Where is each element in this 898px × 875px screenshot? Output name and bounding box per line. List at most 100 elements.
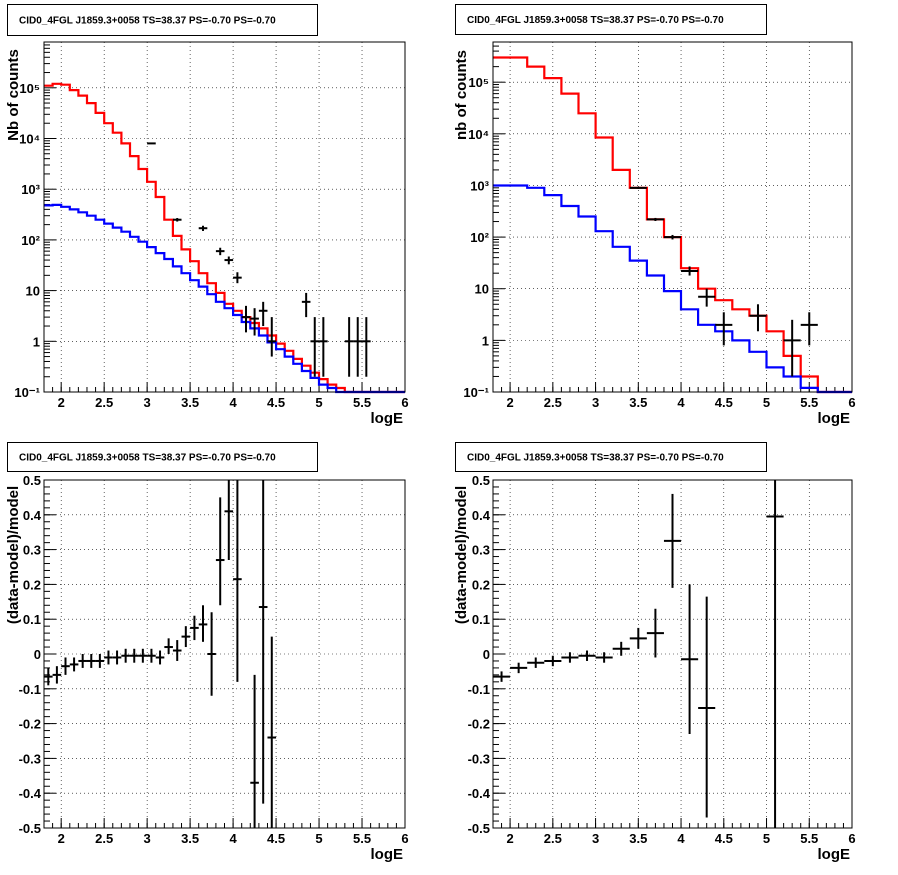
y-tick-label: 0 — [34, 647, 41, 662]
y-tick-label: -0.3 — [468, 751, 490, 766]
data-point — [646, 608, 664, 658]
x-tick-label: 3 — [592, 831, 599, 846]
x-tick-label: 4 — [229, 831, 237, 846]
x-tick-label: 6 — [401, 395, 408, 410]
chart-title-box — [7, 4, 318, 36]
x-tick-label: 4.5 — [267, 831, 285, 846]
data-point — [207, 612, 216, 696]
x-tick-label: 3 — [144, 395, 151, 410]
y-tick-label: 0.1 — [472, 612, 490, 627]
data-point — [250, 308, 259, 336]
data-point — [493, 671, 511, 682]
chart-panel-1: CID0_4FGL J1859.3+0058 TS=38.37 PS=-0.70… — [5, 4, 409, 427]
data-point — [147, 648, 156, 663]
data-point — [527, 657, 545, 668]
data-point — [233, 272, 242, 284]
y-axis-label: Nb of counts — [5, 49, 22, 141]
y-tick-label: -0.5 — [468, 821, 490, 836]
y-tick-label: 1 — [482, 333, 489, 348]
data-point — [715, 312, 733, 346]
chart-panel-3: CID0_4FGL J1859.3+0058 TS=38.37 PS=-0.70… — [5, 442, 409, 863]
y-tick-label: 0.1 — [23, 612, 41, 627]
chart-panel-2: CID0_4FGL J1859.3+0058 TS=38.37 PS=-0.70… — [453, 4, 856, 427]
y-tick-label: 0.5 — [23, 473, 41, 488]
data-point — [267, 636, 277, 828]
data-point — [147, 142, 156, 145]
x-tick-label: 2 — [506, 395, 513, 410]
x-tick-label: 5.5 — [800, 395, 818, 410]
x-tick-label: 5 — [315, 831, 322, 846]
y-tick-label: 0 — [483, 647, 490, 662]
x-tick-label: 2.5 — [544, 395, 562, 410]
y-tick-label: 10⁵ — [468, 75, 489, 90]
y-tick-label: 10⁻¹ — [463, 385, 489, 400]
data-point — [138, 648, 148, 663]
x-tick-label: 6 — [848, 831, 855, 846]
x-axis-label: logE — [371, 410, 404, 427]
x-tick-label: 6 — [401, 831, 408, 846]
chart-title: CID0_4FGL J1859.3+0058 TS=38.37 PS=-0.70… — [467, 15, 724, 26]
y-axis-label: (data-model)/model — [453, 486, 470, 624]
y-tick-label: -0.2 — [19, 717, 41, 732]
data-point — [155, 650, 165, 665]
y-tick-label: 10³ — [470, 178, 489, 193]
data-point — [198, 605, 208, 642]
data-point — [215, 497, 225, 606]
data-point — [250, 674, 259, 828]
data-point — [224, 256, 234, 265]
x-tick-label: 4 — [229, 395, 237, 410]
plot-frame — [492, 41, 853, 393]
x-tick-label: 4.5 — [267, 395, 285, 410]
chart-title-box — [455, 4, 767, 35]
data-point — [190, 615, 199, 641]
data-point — [612, 641, 630, 656]
y-tick-label: 10⁴ — [468, 127, 489, 142]
x-tick-label: 2 — [58, 395, 65, 410]
data-point — [121, 648, 130, 663]
x-axis-label: logE — [371, 846, 404, 863]
data-point — [783, 319, 801, 377]
data-point — [362, 317, 371, 377]
chart-title: CID0_4FGL J1859.3+0058 TS=38.37 PS=-0.70… — [19, 16, 276, 27]
data-point — [301, 292, 311, 318]
y-tick-label: 10² — [470, 230, 489, 245]
data-point — [766, 480, 784, 828]
data-point — [344, 317, 354, 377]
data-point — [104, 650, 113, 665]
y-tick-label: -0.2 — [468, 717, 490, 732]
data-point — [800, 312, 818, 346]
y-tick-label: 10 — [26, 284, 40, 299]
data-point — [52, 666, 62, 684]
y-tick-label: 0.5 — [472, 473, 490, 488]
data-point — [698, 288, 716, 307]
x-tick-label: 5 — [763, 831, 770, 846]
x-tick-label: 3.5 — [629, 395, 647, 410]
y-tick-label: -0.1 — [19, 682, 41, 697]
y-tick-label: 0.2 — [472, 577, 490, 592]
x-tick-label: 3.5 — [629, 831, 647, 846]
data-point — [629, 186, 647, 189]
x-tick-label: 3.5 — [181, 831, 199, 846]
data-point — [267, 317, 277, 357]
y-tick-label: 0.3 — [23, 543, 41, 558]
data-point — [319, 317, 328, 377]
x-tick-label: 5 — [315, 395, 322, 410]
data-point — [646, 217, 664, 221]
x-axis-label: logE — [818, 846, 851, 863]
x-tick-label: 5 — [763, 395, 770, 410]
y-tick-label: 10⁵ — [19, 81, 40, 96]
data-point — [86, 654, 96, 668]
x-tick-label: 2.5 — [95, 831, 113, 846]
data-point — [595, 652, 613, 663]
data-point — [69, 657, 79, 672]
data-point — [95, 654, 105, 668]
x-tick-label: 3.5 — [181, 395, 199, 410]
data-point — [681, 266, 699, 276]
y-tick-label: 0.3 — [472, 543, 490, 558]
data-point — [44, 667, 53, 686]
data-point — [224, 480, 234, 561]
data-point — [172, 218, 182, 222]
data-point — [578, 650, 596, 661]
